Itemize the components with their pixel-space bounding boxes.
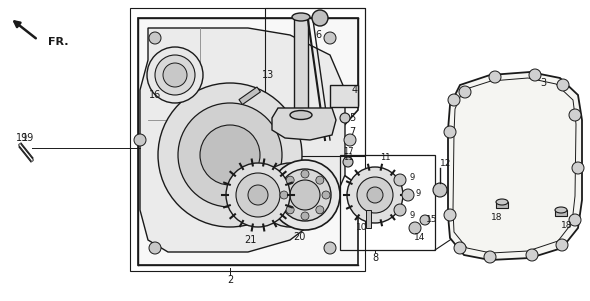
Polygon shape (140, 28, 345, 252)
Circle shape (248, 185, 268, 205)
Circle shape (147, 47, 203, 103)
Circle shape (200, 125, 260, 185)
Text: 16: 16 (149, 90, 161, 100)
Circle shape (226, 163, 290, 227)
Circle shape (529, 69, 541, 81)
Circle shape (316, 206, 324, 214)
Circle shape (158, 83, 302, 227)
Circle shape (394, 174, 406, 186)
Circle shape (343, 157, 353, 167)
Circle shape (459, 86, 471, 98)
Circle shape (484, 251, 496, 263)
Circle shape (344, 134, 356, 146)
Circle shape (556, 239, 568, 251)
Circle shape (557, 79, 569, 91)
Circle shape (155, 55, 195, 95)
Circle shape (433, 183, 447, 197)
Circle shape (301, 212, 309, 220)
Circle shape (272, 177, 308, 213)
Circle shape (572, 162, 584, 174)
Polygon shape (272, 108, 336, 140)
Circle shape (489, 71, 501, 83)
Circle shape (569, 214, 581, 226)
Ellipse shape (496, 199, 508, 205)
Circle shape (316, 176, 324, 184)
Circle shape (149, 32, 161, 44)
Circle shape (444, 126, 456, 138)
Circle shape (312, 10, 328, 26)
Circle shape (444, 209, 456, 221)
Text: 4: 4 (352, 85, 358, 95)
Text: 7: 7 (349, 127, 355, 137)
Ellipse shape (292, 13, 310, 21)
Circle shape (290, 180, 320, 210)
Text: 3: 3 (540, 78, 546, 88)
Text: 15: 15 (426, 216, 438, 225)
Text: FR.: FR. (48, 37, 68, 47)
Bar (239, 87, 260, 104)
Text: 10: 10 (356, 224, 368, 232)
Bar (366, 210, 371, 228)
Circle shape (402, 189, 414, 201)
Circle shape (420, 215, 430, 225)
Bar (265, 8, 365, 156)
Text: 19: 19 (16, 133, 28, 143)
Text: 12: 12 (440, 159, 452, 167)
Bar (130, 8, 365, 271)
Circle shape (367, 187, 383, 203)
Circle shape (286, 206, 294, 214)
Polygon shape (448, 72, 582, 260)
Circle shape (357, 177, 393, 213)
Circle shape (409, 222, 421, 234)
Circle shape (322, 191, 330, 199)
Bar (294, 15, 308, 115)
Text: 9: 9 (415, 190, 421, 198)
Circle shape (258, 163, 322, 227)
Text: 9: 9 (409, 173, 415, 182)
Text: 13: 13 (262, 70, 274, 80)
Circle shape (347, 167, 403, 223)
Circle shape (163, 63, 187, 87)
Circle shape (286, 176, 294, 184)
Text: 9: 9 (409, 210, 415, 219)
Text: 17: 17 (343, 147, 353, 157)
Text: 11: 11 (343, 154, 353, 163)
Bar (496, 202, 508, 208)
Circle shape (324, 242, 336, 254)
Ellipse shape (290, 110, 312, 119)
Circle shape (448, 94, 460, 106)
Bar (555, 210, 567, 216)
Text: 20: 20 (293, 232, 305, 242)
Text: 21: 21 (244, 235, 256, 245)
Circle shape (324, 32, 336, 44)
Text: 8: 8 (372, 253, 378, 263)
Text: 14: 14 (414, 234, 426, 243)
Polygon shape (138, 18, 358, 265)
Text: 6: 6 (315, 30, 321, 40)
Text: 19: 19 (22, 133, 34, 143)
Circle shape (280, 191, 288, 199)
Text: 2: 2 (227, 275, 233, 285)
Circle shape (301, 170, 309, 178)
Circle shape (270, 160, 340, 230)
Circle shape (340, 113, 350, 123)
Circle shape (454, 242, 466, 254)
Circle shape (134, 134, 146, 146)
Circle shape (178, 103, 282, 207)
Bar (330, 85, 358, 107)
Circle shape (279, 169, 331, 221)
Text: 5: 5 (349, 113, 355, 123)
Text: 18: 18 (561, 222, 573, 231)
Circle shape (569, 109, 581, 121)
Ellipse shape (555, 207, 567, 213)
Circle shape (394, 204, 406, 216)
Circle shape (236, 173, 280, 217)
Text: 11: 11 (380, 154, 390, 163)
Circle shape (526, 249, 538, 261)
Text: 18: 18 (491, 213, 503, 222)
Circle shape (149, 242, 161, 254)
Bar (340, 155, 435, 250)
